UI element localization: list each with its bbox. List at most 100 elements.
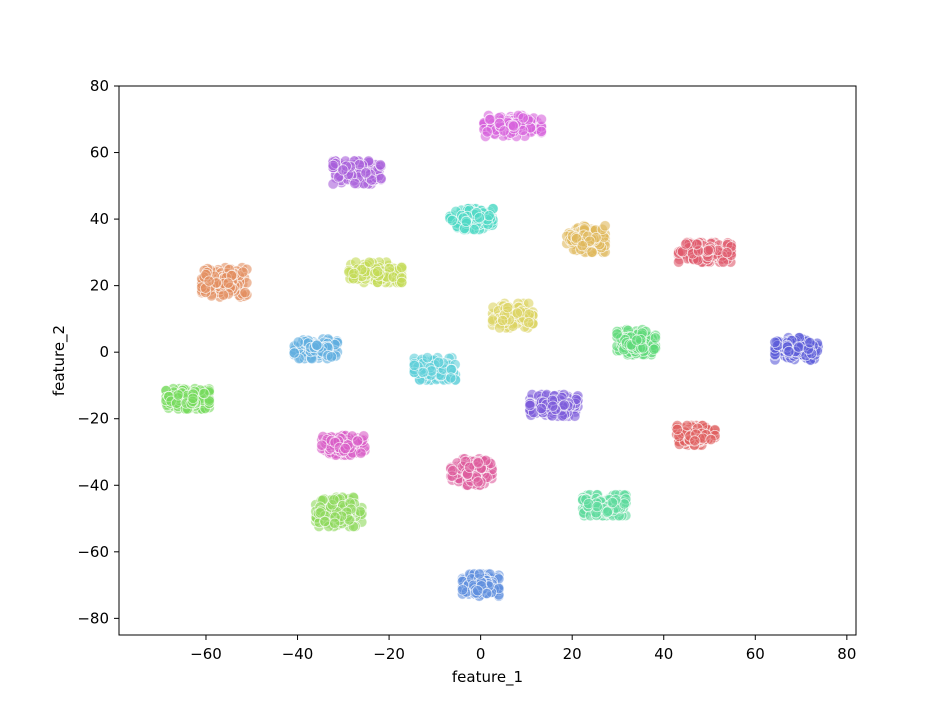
cluster-3 bbox=[444, 203, 499, 236]
cluster-12 bbox=[408, 352, 461, 386]
data-point bbox=[483, 210, 495, 222]
data-point bbox=[446, 214, 458, 226]
data-point bbox=[460, 215, 472, 227]
data-point bbox=[445, 372, 457, 384]
y-tick-label: 40 bbox=[90, 210, 109, 228]
y-tick-label: −20 bbox=[77, 410, 109, 428]
data-point bbox=[456, 584, 469, 596]
data-point bbox=[601, 506, 614, 518]
data-point bbox=[319, 515, 331, 528]
data-point bbox=[348, 267, 360, 280]
x-tick-label: −20 bbox=[373, 645, 405, 663]
data-point bbox=[606, 496, 619, 509]
data-point bbox=[172, 389, 184, 401]
y-tick-label: −80 bbox=[77, 609, 109, 627]
data-point bbox=[648, 343, 660, 355]
data-point bbox=[631, 334, 643, 346]
cluster-8 bbox=[486, 297, 539, 334]
data-point bbox=[523, 316, 535, 329]
cluster-17 bbox=[445, 453, 498, 491]
data-point bbox=[611, 328, 623, 340]
y-axis-ticks: −80 −60 −40 −20 0 20 40 60 80 bbox=[77, 77, 119, 627]
data-point bbox=[511, 307, 523, 319]
data-point bbox=[292, 336, 304, 348]
data-point bbox=[702, 244, 714, 256]
data-point bbox=[329, 517, 341, 529]
y-axis-label: feature_2 bbox=[50, 325, 69, 396]
cluster-20 bbox=[456, 568, 505, 602]
scatter-points bbox=[160, 109, 824, 602]
data-point bbox=[793, 341, 805, 353]
x-tick-label: 20 bbox=[563, 645, 582, 663]
cluster-9 bbox=[611, 324, 662, 361]
cluster-7 bbox=[343, 256, 408, 288]
data-point bbox=[355, 447, 367, 459]
cluster-5 bbox=[672, 237, 737, 268]
data-point bbox=[769, 336, 781, 348]
data-point bbox=[463, 461, 476, 473]
data-point bbox=[535, 113, 548, 125]
cluster-6 bbox=[196, 262, 253, 303]
x-tick-label: −40 bbox=[282, 645, 314, 663]
x-tick-label: 60 bbox=[746, 645, 765, 663]
cluster-16 bbox=[316, 429, 371, 461]
data-point bbox=[396, 261, 408, 274]
data-point bbox=[473, 212, 485, 224]
x-tick-label: 80 bbox=[837, 645, 856, 663]
data-point bbox=[351, 435, 364, 447]
data-point bbox=[497, 314, 509, 327]
data-point bbox=[680, 238, 692, 250]
data-point bbox=[721, 247, 733, 259]
data-point bbox=[472, 457, 484, 469]
x-tick-label: −60 bbox=[190, 645, 222, 663]
cluster-2 bbox=[327, 155, 387, 190]
data-point bbox=[535, 125, 548, 137]
data-point bbox=[691, 238, 703, 250]
data-point bbox=[783, 345, 795, 358]
cluster-4 bbox=[561, 220, 611, 258]
data-point bbox=[517, 112, 529, 124]
y-tick-label: 60 bbox=[90, 144, 109, 162]
data-point bbox=[222, 277, 234, 289]
data-point bbox=[217, 289, 229, 301]
data-point bbox=[396, 276, 408, 288]
data-point bbox=[507, 120, 520, 132]
x-tick-label: 40 bbox=[654, 645, 673, 663]
x-axis-ticks: −60 −40 −20 0 20 40 60 80 bbox=[190, 635, 856, 663]
data-point bbox=[576, 240, 588, 252]
data-point bbox=[363, 256, 375, 268]
data-point bbox=[433, 356, 445, 368]
data-point bbox=[239, 286, 251, 299]
x-axis-label: feature_1 bbox=[452, 668, 523, 687]
y-tick-label: 80 bbox=[90, 77, 109, 95]
data-point bbox=[325, 351, 338, 363]
data-point bbox=[337, 164, 349, 176]
data-point bbox=[203, 275, 215, 287]
data-point bbox=[599, 220, 611, 232]
data-point bbox=[237, 266, 249, 278]
cluster-14 bbox=[524, 388, 584, 422]
data-point bbox=[681, 419, 693, 432]
data-point bbox=[314, 507, 326, 519]
cluster-11 bbox=[288, 333, 343, 365]
data-point bbox=[375, 173, 387, 185]
cluster-18 bbox=[310, 491, 368, 533]
data-point bbox=[535, 402, 548, 415]
cluster-13 bbox=[160, 383, 215, 415]
data-point bbox=[804, 336, 816, 349]
y-tick-label: −60 bbox=[77, 543, 109, 561]
data-point bbox=[524, 399, 536, 411]
x-tick-label: 0 bbox=[476, 645, 486, 663]
data-point bbox=[484, 113, 496, 126]
cluster-1 bbox=[478, 109, 548, 142]
data-point bbox=[473, 568, 485, 580]
y-tick-label: −40 bbox=[77, 476, 109, 494]
data-point bbox=[360, 167, 372, 179]
data-point bbox=[417, 366, 429, 379]
data-point bbox=[311, 339, 323, 351]
y-tick-label: 20 bbox=[90, 277, 109, 295]
data-point bbox=[591, 500, 603, 513]
cluster-15 bbox=[670, 419, 721, 451]
data-point bbox=[671, 423, 683, 435]
